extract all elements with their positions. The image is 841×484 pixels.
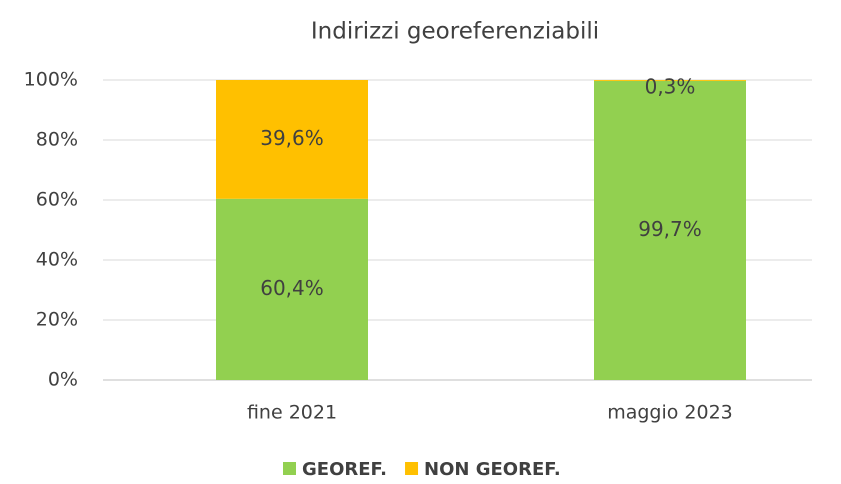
bar-segment: [594, 80, 746, 381]
y-tick-label: 0%: [48, 369, 78, 391]
legend-label: NON GEOREF.: [424, 459, 561, 480]
y-tick-label: 60%: [36, 189, 78, 211]
legend-swatch: [405, 462, 419, 475]
legend-swatch: [283, 462, 296, 475]
legend-label: GEOREF.: [302, 459, 387, 480]
data-label: 60,4%: [260, 276, 324, 300]
bar-segment: [216, 80, 368, 199]
data-label: 0,3%: [645, 75, 696, 99]
data-label: 99,7%: [638, 217, 702, 241]
chart-title: Indirizzi georeferenziabili: [311, 19, 599, 45]
bar-segment: [594, 80, 746, 81]
x-tick-label: fine 2021: [247, 402, 337, 424]
y-tick-label: 100%: [24, 69, 78, 91]
y-tick-label: 80%: [36, 129, 78, 151]
x-tick-label: maggio 2023: [607, 402, 733, 424]
y-tick-label: 40%: [36, 249, 78, 271]
y-tick-label: 20%: [36, 309, 78, 331]
bar-segment: [216, 198, 368, 380]
data-label: 39,6%: [260, 126, 324, 150]
